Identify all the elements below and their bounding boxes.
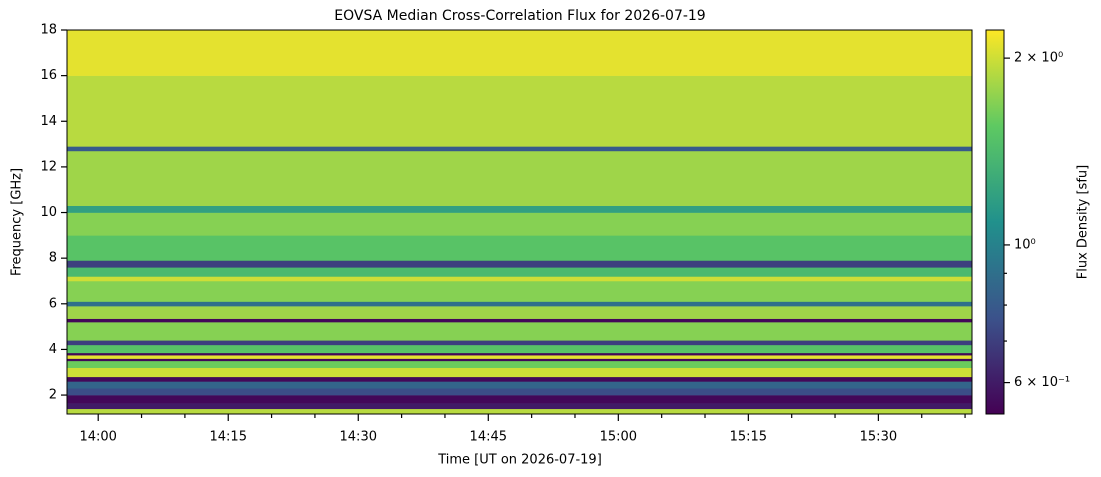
band-cell — [67, 150, 972, 206]
colorbar-label: Flux Density [sfu] — [1076, 165, 1091, 279]
band-cell — [67, 355, 972, 359]
colorbar-tick-label: 2 × 10⁰ — [1014, 51, 1063, 66]
y-tick-label: 10 — [40, 205, 57, 220]
band-cell — [67, 403, 972, 410]
band-cell — [67, 360, 972, 368]
band-cell — [67, 322, 972, 341]
band-cell — [67, 280, 972, 302]
band-cell — [67, 388, 972, 396]
y-tick-label: 2 — [49, 388, 57, 403]
band-cell — [67, 301, 972, 307]
colorbar — [985, 29, 1005, 415]
y-tick-label: 18 — [40, 23, 57, 38]
band-cell — [67, 306, 972, 319]
y-axis-label: Frequency [GHz] — [10, 168, 25, 276]
band-cell — [67, 376, 972, 382]
x-tick-label: 14:15 — [210, 430, 247, 445]
y-tick-label: 14 — [40, 114, 57, 129]
y-tick-label: 4 — [49, 342, 57, 357]
y-tick-label: 6 — [49, 296, 57, 311]
colorbar-tick-label: 10⁰ — [1014, 237, 1036, 252]
x-tick-label: 14:30 — [340, 430, 377, 445]
y-tick-label: 16 — [40, 68, 57, 83]
x-tick-label: 14:00 — [79, 430, 116, 445]
x-tick-label: 15:00 — [600, 430, 637, 445]
band-cell — [67, 146, 972, 152]
band-cell — [67, 358, 972, 362]
band-cell — [67, 381, 972, 389]
band-cell — [67, 276, 972, 282]
band-cell — [67, 235, 972, 261]
x-tick-label: 15:30 — [860, 430, 897, 445]
band-cell — [67, 205, 972, 213]
band-cell — [67, 30, 972, 76]
band-cell — [67, 408, 972, 415]
band-cell — [67, 318, 972, 323]
band-cell — [67, 212, 972, 236]
band-cell — [67, 340, 972, 346]
x-axis-label: Time [UT on 2026-07-19] — [437, 453, 602, 468]
band-cell — [67, 367, 972, 378]
y-tick-label: 12 — [40, 159, 57, 174]
x-tick-label: 15:15 — [730, 430, 767, 445]
plot-frame — [66, 29, 973, 415]
band-cell — [67, 344, 972, 354]
band-cell — [67, 260, 972, 268]
band-cell — [67, 395, 972, 404]
y-tick-label: 8 — [49, 251, 57, 266]
band-cell — [67, 267, 972, 277]
chart-title: EOVSA Median Cross-Correlation Flux for … — [334, 8, 705, 24]
band-cell — [67, 352, 972, 356]
x-tick-label: 14:45 — [470, 430, 507, 445]
colorbar-tick-label: 6 × 10⁻¹ — [1014, 375, 1070, 390]
band-cell — [67, 75, 972, 147]
